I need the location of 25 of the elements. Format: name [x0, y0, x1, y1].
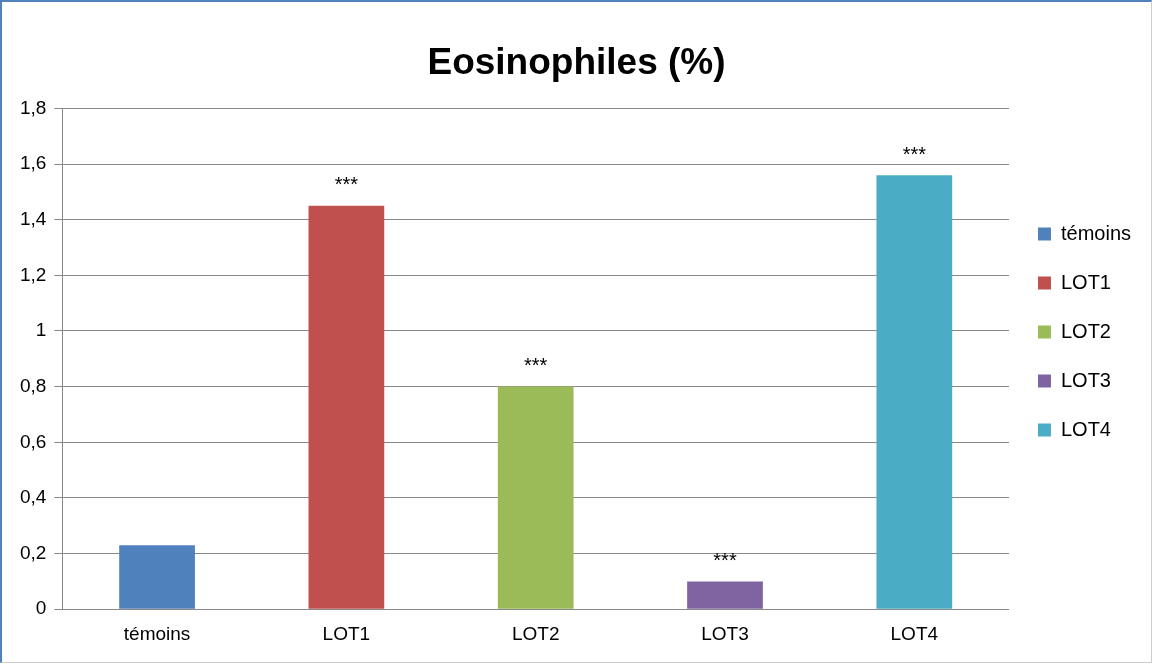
- y-tick-label: 1,8: [19, 96, 47, 118]
- x-tick-label: LOT1: [322, 622, 371, 644]
- legend-label: témoins: [1060, 221, 1131, 244]
- y-tick-label: 1: [35, 319, 47, 341]
- annotation: ***: [524, 354, 548, 377]
- x-tick-label: LOT4: [890, 622, 939, 644]
- annotation: ***: [713, 548, 737, 571]
- y-tick-label: 1,4: [19, 207, 47, 229]
- legend-label: LOT4: [1060, 417, 1111, 440]
- legend-label: LOT2: [1060, 319, 1111, 342]
- x-tick-label: LOT2: [511, 622, 560, 644]
- legend-label: LOT3: [1060, 368, 1111, 391]
- chart-title: Eosinophiles (%): [427, 41, 726, 83]
- annotation: ***: [902, 142, 927, 165]
- y-tick-label: 0,6: [19, 430, 47, 452]
- y-tick-label: 0,8: [19, 374, 47, 396]
- y-tick-label: 0,4: [19, 486, 47, 508]
- y-tick-label: 1,2: [19, 263, 47, 285]
- y-tick-label: 1,6: [19, 152, 47, 174]
- legend-label: LOT1: [1060, 270, 1111, 293]
- annotation: ***: [334, 173, 359, 196]
- y-tick-label: 0: [35, 597, 47, 619]
- y-tick-label: 0,2: [19, 541, 47, 563]
- x-tick-label: témoins: [123, 622, 191, 644]
- x-tick-label: LOT3: [701, 622, 749, 644]
